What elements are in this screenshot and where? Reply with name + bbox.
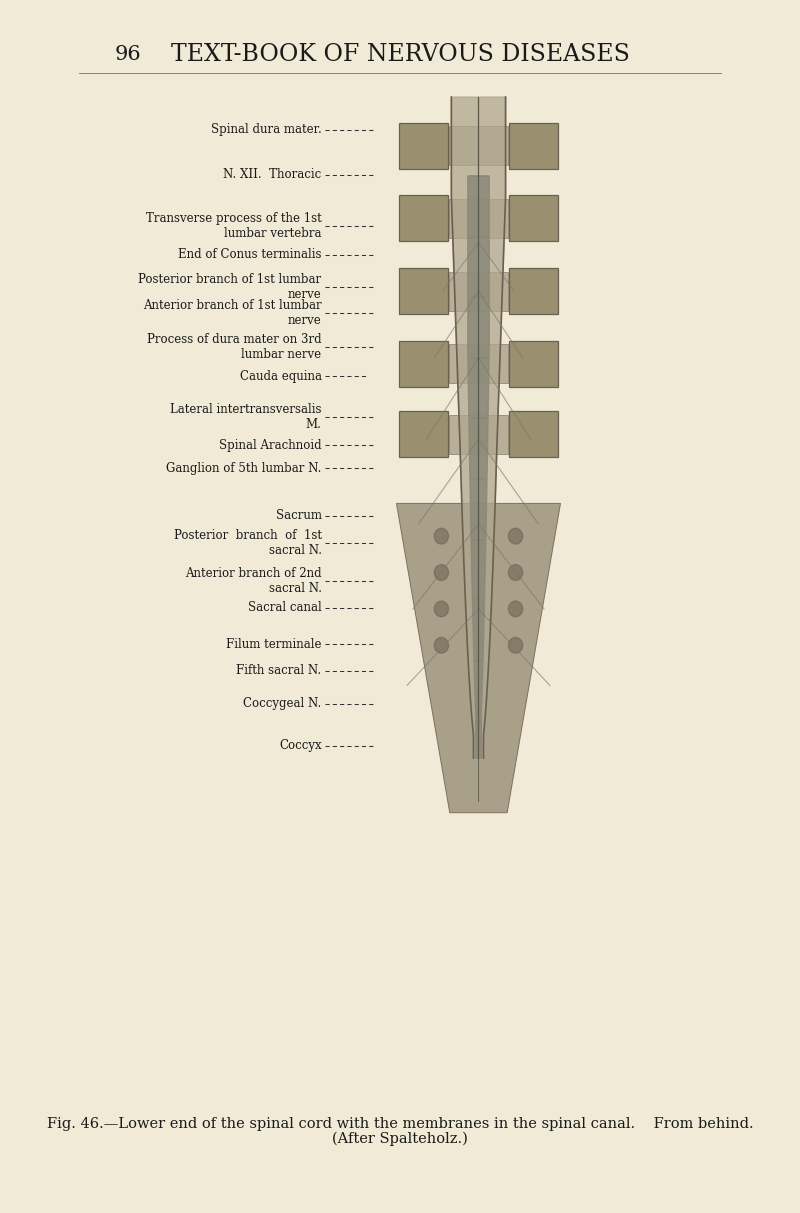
Polygon shape bbox=[397, 503, 561, 813]
Text: Lateral intertransversalis
M.: Lateral intertransversalis M. bbox=[170, 403, 322, 432]
Ellipse shape bbox=[509, 638, 522, 653]
Text: Process of dura mater on 3rd
lumbar nerve: Process of dura mater on 3rd lumbar nerv… bbox=[147, 332, 322, 361]
Bar bbox=[509, 268, 558, 314]
Text: Fifth sacral N.: Fifth sacral N. bbox=[237, 665, 322, 677]
Polygon shape bbox=[468, 176, 489, 758]
Bar bbox=[509, 123, 558, 169]
Text: TEXT-BOOK OF NERVOUS DISEASES: TEXT-BOOK OF NERVOUS DISEASES bbox=[170, 44, 630, 66]
Bar bbox=[399, 268, 448, 314]
Polygon shape bbox=[451, 97, 506, 758]
Text: Anterior branch of 1st lumbar
nerve: Anterior branch of 1st lumbar nerve bbox=[143, 298, 322, 328]
Ellipse shape bbox=[434, 529, 449, 543]
Bar bbox=[399, 411, 448, 457]
Text: Coccyx: Coccyx bbox=[279, 740, 322, 752]
Ellipse shape bbox=[509, 529, 522, 543]
Text: Posterior branch of 1st lumbar
nerve: Posterior branch of 1st lumbar nerve bbox=[138, 273, 322, 302]
Bar bbox=[399, 341, 448, 387]
Text: Coccygeal N.: Coccygeal N. bbox=[243, 697, 322, 710]
Bar bbox=[450, 344, 508, 383]
Bar bbox=[399, 195, 448, 241]
Bar bbox=[509, 341, 558, 387]
Text: N. XII.  Thoracic: N. XII. Thoracic bbox=[223, 169, 322, 181]
Ellipse shape bbox=[509, 564, 522, 581]
Ellipse shape bbox=[434, 638, 449, 653]
Bar bbox=[450, 415, 508, 454]
Bar bbox=[450, 126, 508, 165]
Text: Ganglion of 5th lumbar N.: Ganglion of 5th lumbar N. bbox=[166, 462, 322, 474]
Text: End of Conus terminalis: End of Conus terminalis bbox=[178, 249, 322, 261]
Text: Spinal Arachnoid: Spinal Arachnoid bbox=[219, 439, 322, 451]
Text: 96: 96 bbox=[114, 45, 142, 64]
Text: Fig. 46.—Lower end of the spinal cord with the membranes in the spinal canal.   : Fig. 46.—Lower end of the spinal cord wi… bbox=[46, 1117, 754, 1132]
Ellipse shape bbox=[434, 564, 449, 581]
Bar bbox=[399, 123, 448, 169]
Ellipse shape bbox=[434, 602, 449, 617]
Text: Sacrum: Sacrum bbox=[275, 509, 322, 522]
Text: (After Spalteholz.): (After Spalteholz.) bbox=[332, 1132, 468, 1146]
Bar bbox=[509, 195, 558, 241]
Bar bbox=[450, 199, 508, 238]
Text: Spinal dura mater.: Spinal dura mater. bbox=[210, 124, 322, 136]
Bar bbox=[509, 411, 558, 457]
Text: Posterior  branch  of  1st
sacral N.: Posterior branch of 1st sacral N. bbox=[174, 529, 322, 558]
Text: Anterior branch of 2nd
sacral N.: Anterior branch of 2nd sacral N. bbox=[185, 566, 322, 596]
Text: Sacral canal: Sacral canal bbox=[248, 602, 322, 614]
Ellipse shape bbox=[509, 602, 522, 617]
Text: Filum terminale: Filum terminale bbox=[226, 638, 322, 650]
Bar bbox=[450, 272, 508, 311]
Text: Transverse process of the 1st
lumbar vertebra: Transverse process of the 1st lumbar ver… bbox=[146, 211, 322, 240]
Text: Cauda equina: Cauda equina bbox=[239, 370, 322, 382]
